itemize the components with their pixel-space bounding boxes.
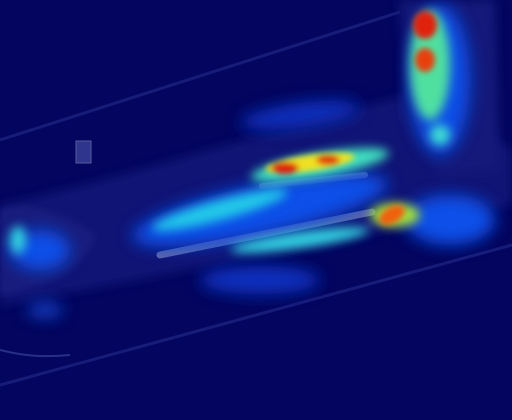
heat-blob [415, 48, 435, 72]
heat-blob [152, 189, 288, 231]
edge-line [0, 243, 512, 387]
heat-blob [316, 155, 340, 165]
heat-blob [413, 11, 437, 39]
marker [75, 140, 92, 164]
heat-blob [10, 226, 26, 254]
heat-blob [230, 227, 370, 253]
heat-blob [132, 173, 388, 247]
heat-high [265, 11, 437, 225]
heat-blob [200, 266, 320, 294]
heat-blob [271, 162, 299, 174]
heat-blob [379, 205, 405, 225]
heat-blob [240, 100, 360, 130]
heat-blob [430, 125, 450, 145]
edge-line [0, 10, 401, 142]
heat-blob [405, 195, 495, 245]
wire [0, 349, 71, 358]
heat-blob [27, 304, 63, 316]
